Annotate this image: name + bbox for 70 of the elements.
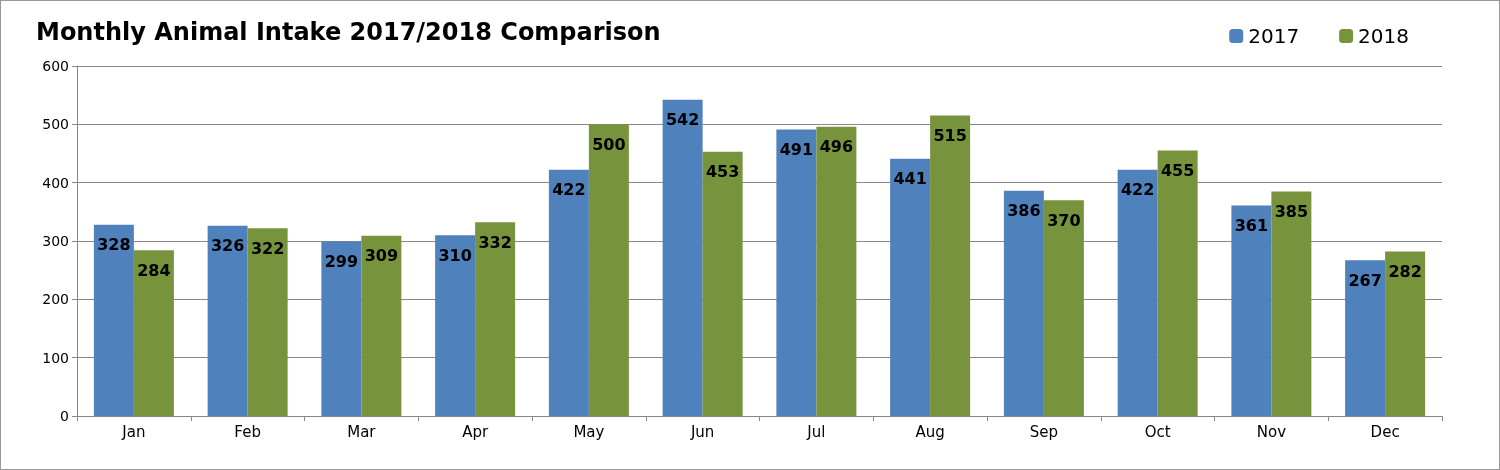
bar bbox=[475, 222, 516, 416]
data-label: 328 bbox=[97, 235, 131, 255]
x-tick-label: Mar bbox=[347, 422, 377, 441]
legend-label: 2017 bbox=[1248, 24, 1300, 48]
data-label: 310 bbox=[438, 245, 472, 265]
y-tick-label: 0 bbox=[60, 408, 69, 424]
bar bbox=[1003, 190, 1044, 416]
bar bbox=[662, 99, 703, 416]
bar bbox=[93, 224, 134, 416]
bar bbox=[548, 169, 589, 416]
data-label: 500 bbox=[592, 134, 626, 154]
data-label: 326 bbox=[210, 236, 245, 256]
bar bbox=[1231, 205, 1272, 416]
legend-label: 2018 bbox=[1358, 24, 1410, 48]
bar bbox=[207, 225, 248, 416]
bar bbox=[816, 126, 857, 416]
data-label: 267 bbox=[1348, 270, 1382, 290]
data-label: 309 bbox=[364, 246, 399, 266]
x-tick-label: Sep bbox=[1029, 422, 1059, 441]
y-tick-label: 300 bbox=[42, 233, 69, 249]
bar bbox=[702, 151, 743, 416]
x-tick-label: Oct bbox=[1144, 422, 1171, 441]
data-label: 385 bbox=[1274, 201, 1309, 221]
data-label: 455 bbox=[1160, 161, 1195, 181]
y-tick-label: 600 bbox=[42, 58, 69, 74]
data-label: 370 bbox=[1047, 210, 1081, 230]
data-label: 361 bbox=[1234, 215, 1269, 235]
data-label: 496 bbox=[819, 137, 854, 157]
bar bbox=[1043, 200, 1084, 416]
x-tick-label: May bbox=[573, 422, 605, 441]
bar bbox=[133, 250, 174, 416]
bar bbox=[1345, 260, 1386, 416]
bar bbox=[930, 115, 971, 416]
x-tick-label: Nov bbox=[1256, 422, 1287, 441]
bar bbox=[1385, 251, 1426, 416]
x-tick-label: Jul bbox=[806, 422, 826, 441]
data-label: 453 bbox=[705, 162, 740, 182]
x-tick-label: Dec bbox=[1370, 422, 1400, 441]
bar bbox=[776, 129, 817, 416]
data-label: 422 bbox=[1120, 180, 1155, 200]
y-tick-label: 500 bbox=[42, 116, 69, 133]
data-label: 322 bbox=[250, 238, 285, 258]
data-label: 422 bbox=[552, 180, 586, 200]
bar bbox=[435, 235, 476, 416]
bar bbox=[890, 158, 931, 416]
bar bbox=[1117, 169, 1158, 416]
bar bbox=[1271, 191, 1312, 416]
x-tick-label: Apr bbox=[462, 422, 489, 441]
x-tick-label: Feb bbox=[234, 422, 261, 441]
x-tick-label: Jun bbox=[689, 422, 715, 441]
y-tick-label: 400 bbox=[42, 174, 69, 191]
data-label: 386 bbox=[1007, 201, 1041, 221]
data-label: 515 bbox=[933, 126, 967, 146]
bar bbox=[588, 124, 629, 416]
data-label: 542 bbox=[665, 110, 700, 130]
data-label: 299 bbox=[324, 252, 359, 272]
x-tick-label: Jan bbox=[121, 422, 146, 441]
data-label: 491 bbox=[779, 140, 814, 160]
data-label: 282 bbox=[1388, 262, 1422, 281]
data-label: 332 bbox=[478, 232, 512, 252]
bar bbox=[361, 235, 402, 416]
y-tick-label: 200 bbox=[42, 291, 69, 308]
x-tick-label: Aug bbox=[915, 422, 945, 441]
bar bbox=[247, 228, 288, 416]
bar bbox=[1157, 150, 1198, 416]
bar bbox=[321, 241, 362, 416]
y-tick-label: 100 bbox=[42, 349, 69, 366]
data-label: 284 bbox=[137, 260, 171, 280]
chart-title: Monthly Animal Intake 2017/2018 Comparison bbox=[36, 18, 661, 46]
data-label: 441 bbox=[893, 169, 927, 189]
